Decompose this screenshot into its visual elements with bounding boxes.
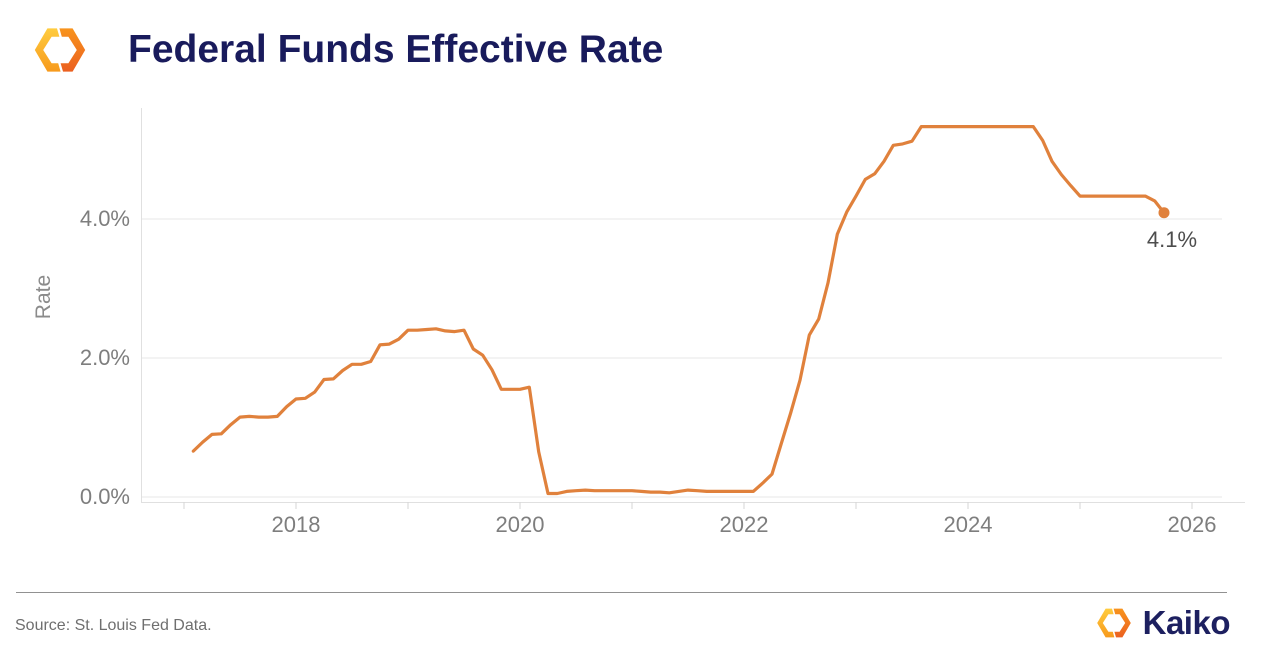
footer-divider xyxy=(16,592,1227,593)
x-tick-label: 2024 xyxy=(943,512,993,537)
x-tick-label: 2026 xyxy=(1167,512,1217,537)
y-tick-label: 0.0% xyxy=(79,484,130,509)
rate-line-series xyxy=(191,124,1166,496)
source-note: Source: St. Louis Fed Data. xyxy=(15,617,212,634)
y-tick-label: 2.0% xyxy=(79,345,130,370)
y-tick-label: 4.0% xyxy=(79,206,130,231)
last-point-marker xyxy=(1158,207,1170,219)
header: Federal Funds Effective Rate xyxy=(30,20,663,80)
kaiko-logo-icon xyxy=(34,28,86,72)
y-axis-title: Rate xyxy=(32,274,55,320)
kaiko-footer-logo-icon xyxy=(1096,608,1131,638)
page-title: Federal Funds Effective Rate xyxy=(128,28,664,71)
x-tick-label: 2018 xyxy=(271,512,321,537)
rate-line-chart xyxy=(141,108,1245,509)
footer-brand: Kaiko xyxy=(1094,603,1231,643)
brand-wordmark: Kaiko xyxy=(1142,604,1231,641)
x-tick-label: 2020 xyxy=(495,512,545,537)
x-tick-label: 2022 xyxy=(719,512,769,537)
last-value-label: 4.1% xyxy=(1146,227,1198,252)
